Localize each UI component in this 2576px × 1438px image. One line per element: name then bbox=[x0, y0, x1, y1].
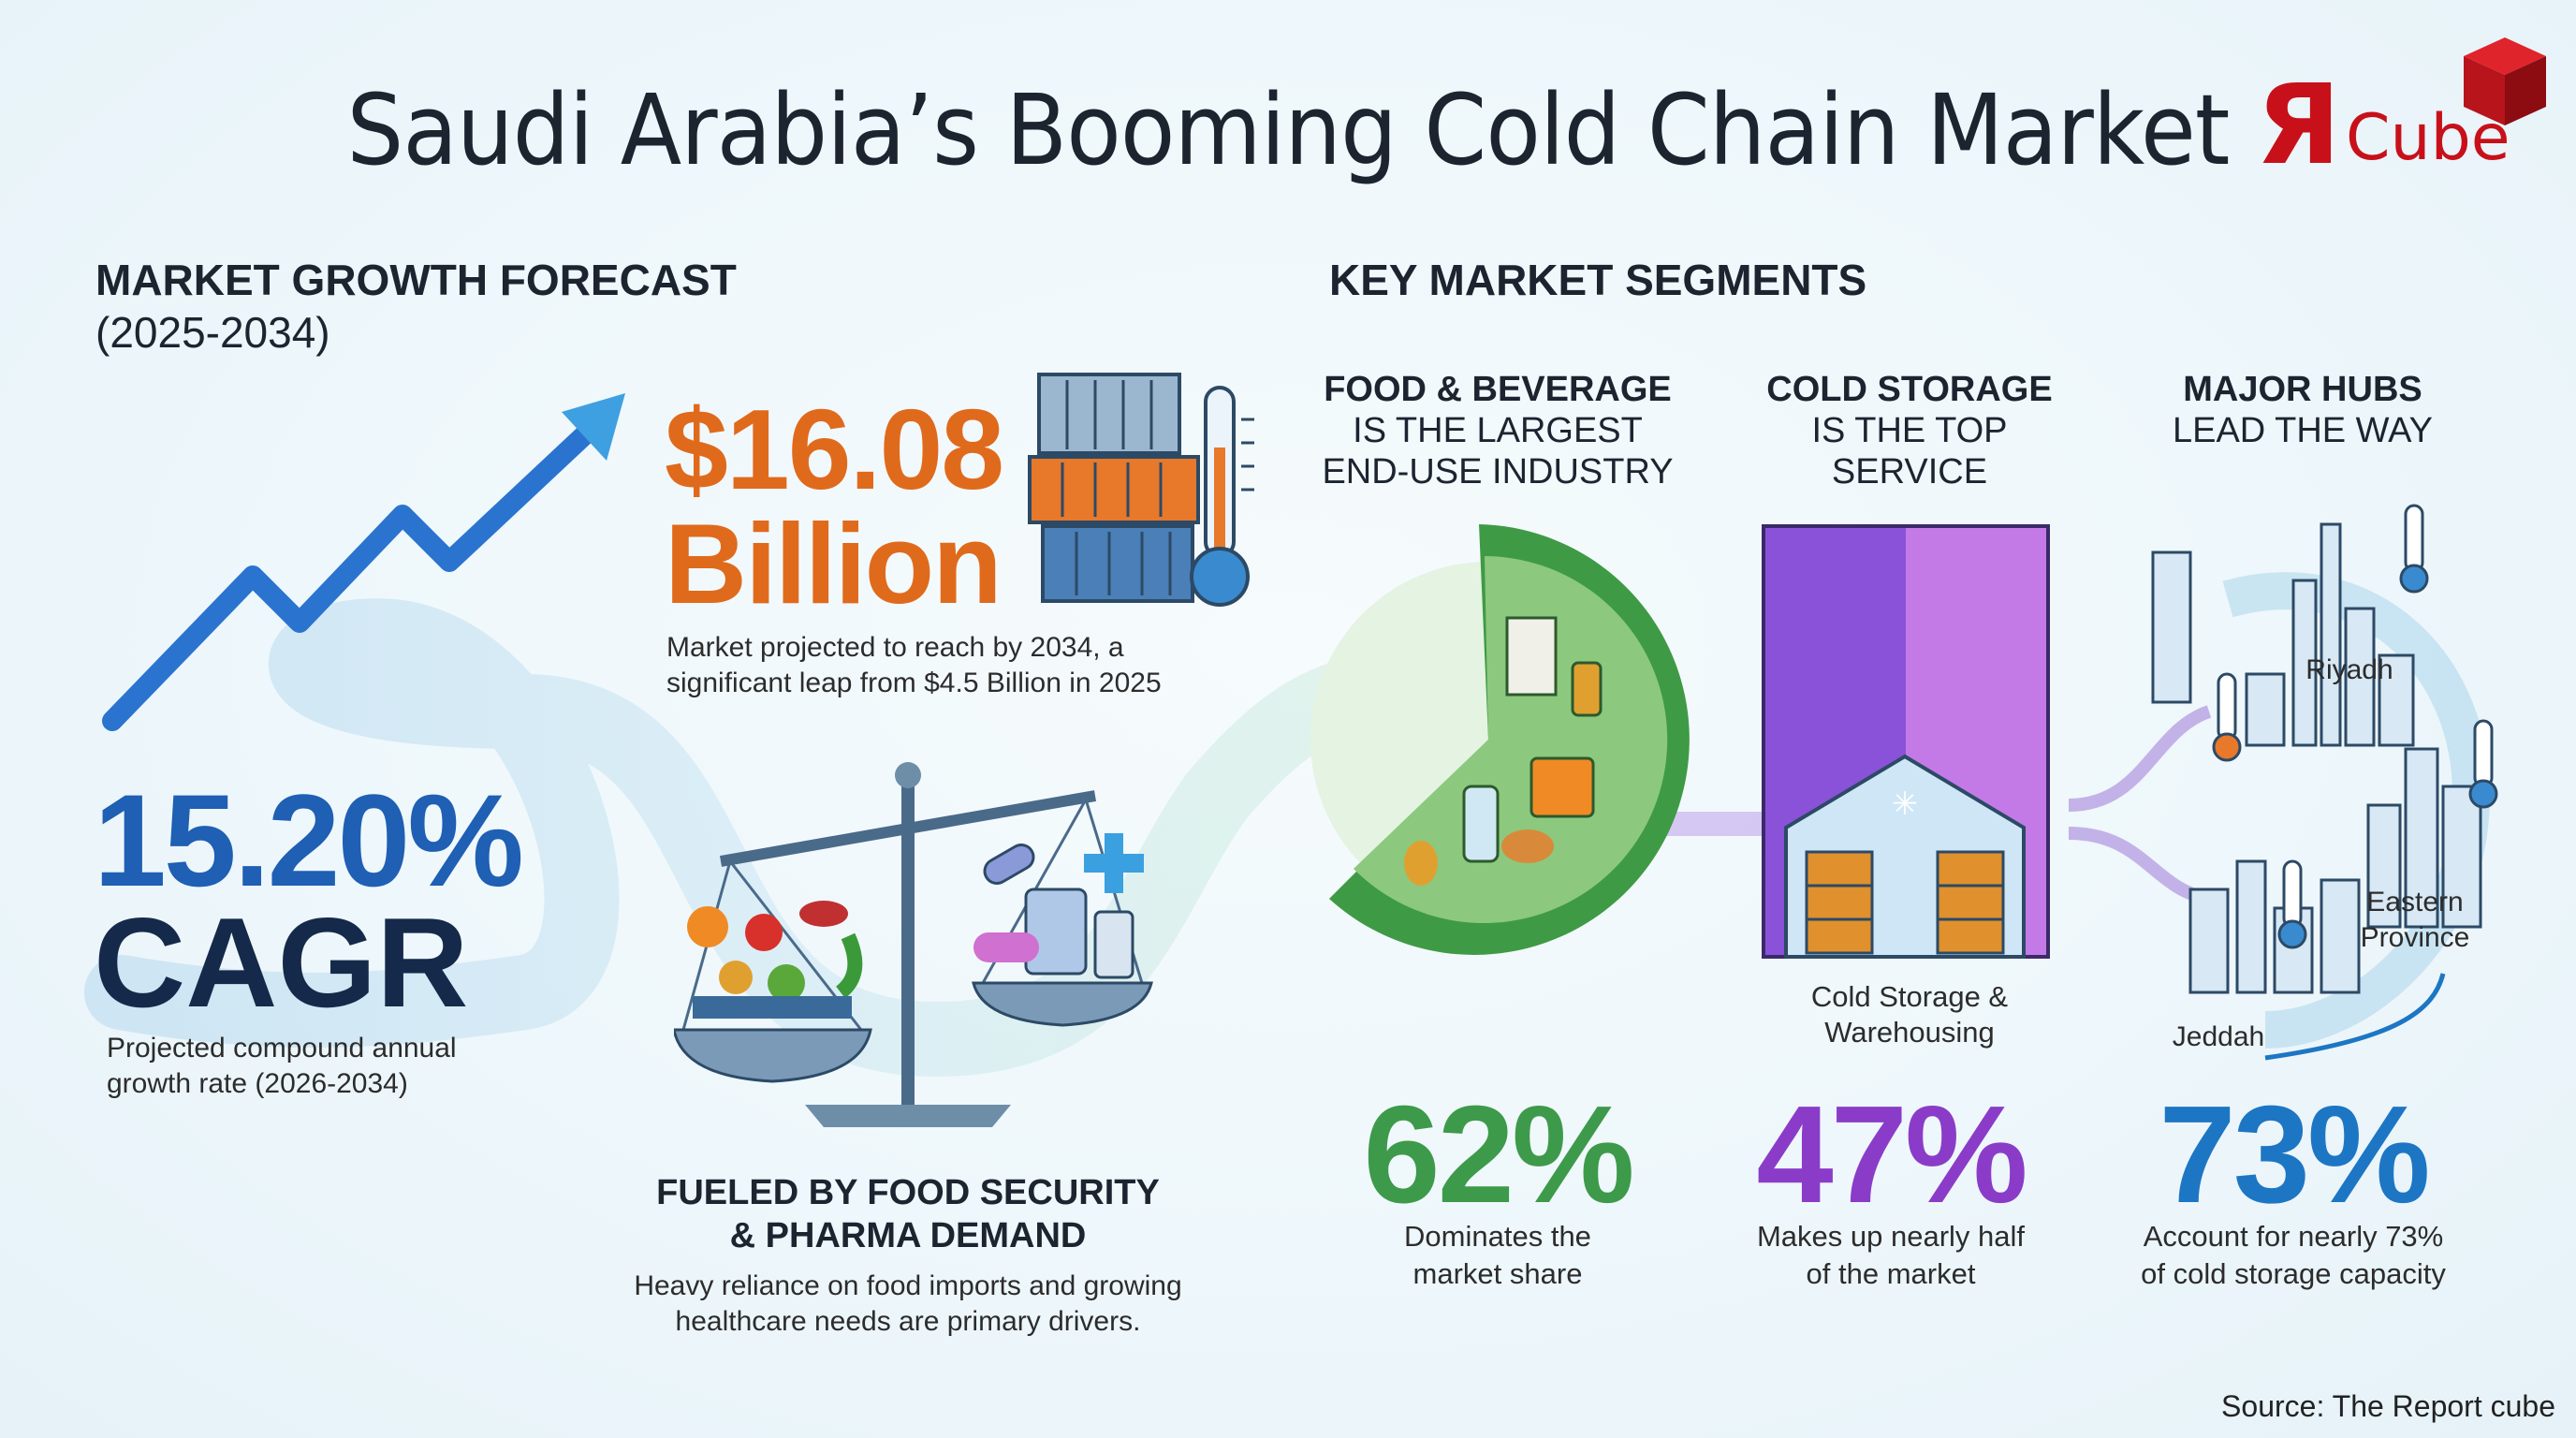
hubs-desc-2: of cold storage capacity bbox=[2141, 1257, 2446, 1290]
hub-riyadh: Riyadh bbox=[2305, 654, 2393, 685]
hubs-desc-1: Account for nearly 73% bbox=[2143, 1220, 2444, 1253]
food-pie-icon bbox=[1310, 524, 1690, 955]
storage-heading-bold: COLD STORAGE bbox=[1766, 370, 2053, 409]
fuel-desc-2: healthcare needs are primary drivers. bbox=[675, 1306, 1141, 1337]
market-value-desc-1: Market projected to reach by 2034, a bbox=[666, 632, 1124, 663]
storage-label-2: Warehousing bbox=[1824, 1016, 1995, 1049]
growth-period: (2025-2034) bbox=[95, 308, 330, 357]
logo-mark: Я bbox=[2256, 60, 2341, 189]
trend-arrow-icon bbox=[102, 393, 625, 731]
market-value-desc-2: significant leap from $4.5 Billion in 20… bbox=[666, 668, 1162, 698]
logo-word: Cube bbox=[2346, 101, 2510, 175]
svg-text:✳: ✳ bbox=[1892, 786, 1919, 822]
food-basket-icon bbox=[687, 901, 863, 1019]
cagr-desc-2: growth rate (2026-2034) bbox=[107, 1068, 408, 1099]
storage-pct: 47% bbox=[1756, 1078, 2027, 1232]
storage-desc-2: of the market bbox=[1806, 1257, 1976, 1290]
fuel-heading-1: FUELED BY FOOD SECURITY bbox=[656, 1173, 1160, 1212]
cube-logo-icon bbox=[2464, 37, 2546, 125]
storage-heading: COLD STORAGE IS THE TOP SERVICE bbox=[1704, 369, 2115, 492]
fuel-heading-2: & PHARMA DEMAND bbox=[729, 1216, 1087, 1255]
food-desc-1: Dominates the bbox=[1404, 1220, 1591, 1253]
storage-heading-line2: IS THE TOP bbox=[1811, 411, 2008, 451]
thermometer-icon bbox=[1190, 386, 1254, 607]
hub-jeddah: Jeddah bbox=[2172, 1021, 2265, 1052]
fuel-desc-1: Heavy reliance on food imports and growi… bbox=[634, 1270, 1182, 1301]
storage-label-1: Cold Storage & bbox=[1810, 980, 2009, 1013]
medicine-icon bbox=[973, 833, 1144, 979]
storage-heading-line3: SERVICE bbox=[1831, 452, 1988, 492]
food-pct: 62% bbox=[1363, 1078, 1634, 1232]
source-note: Source: The Report cube bbox=[2221, 1389, 2555, 1423]
food-heading-line2: IS THE LARGEST bbox=[1353, 411, 1643, 451]
hub-eastern-2: Province bbox=[2360, 922, 2470, 953]
market-value-line2: Billion bbox=[665, 500, 1003, 627]
warehouse-icon: ✳ bbox=[1784, 754, 2026, 959]
balance-scale-icon bbox=[674, 762, 1153, 1127]
cagr-value: 15.20% bbox=[94, 767, 524, 914]
storage-desc-1: Makes up nearly half bbox=[1756, 1220, 2026, 1253]
hubs-heading-line2: LEAD THE WAY bbox=[2172, 411, 2434, 451]
shipping-container-icon bbox=[1028, 373, 1200, 603]
cagr-word: CAGR bbox=[94, 891, 469, 1034]
cagr-desc-1: Projected compound annual bbox=[107, 1033, 457, 1064]
food-heading-bold: FOOD & BEVERAGE bbox=[1324, 370, 1672, 409]
market-value-line1: $16.08 bbox=[665, 386, 1004, 513]
food-heading: FOOD & BEVERAGE IS THE LARGEST END-USE I… bbox=[1292, 369, 1704, 492]
hubs-heading: MAJOR HUBS LEAD THE WAY bbox=[2097, 369, 2509, 451]
hubs-pct: 73% bbox=[2159, 1078, 2430, 1232]
hub-eastern-1: Eastern bbox=[2366, 887, 2464, 917]
skyline-icon bbox=[2151, 504, 2498, 994]
food-heading-line3: END-USE INDUSTRY bbox=[1322, 452, 1674, 492]
segments-heading: KEY MARKET SEGMENTS bbox=[1329, 256, 1867, 304]
food-desc-2: market share bbox=[1412, 1257, 1583, 1290]
hubs-heading-bold: MAJOR HUBS bbox=[2183, 370, 2422, 409]
logo: Я Cube bbox=[2256, 34, 2555, 180]
growth-heading: MARKET GROWTH FORECAST bbox=[95, 256, 737, 304]
page-title: Saudi Arabia’s Booming Cold Chain Market bbox=[346, 73, 2231, 187]
